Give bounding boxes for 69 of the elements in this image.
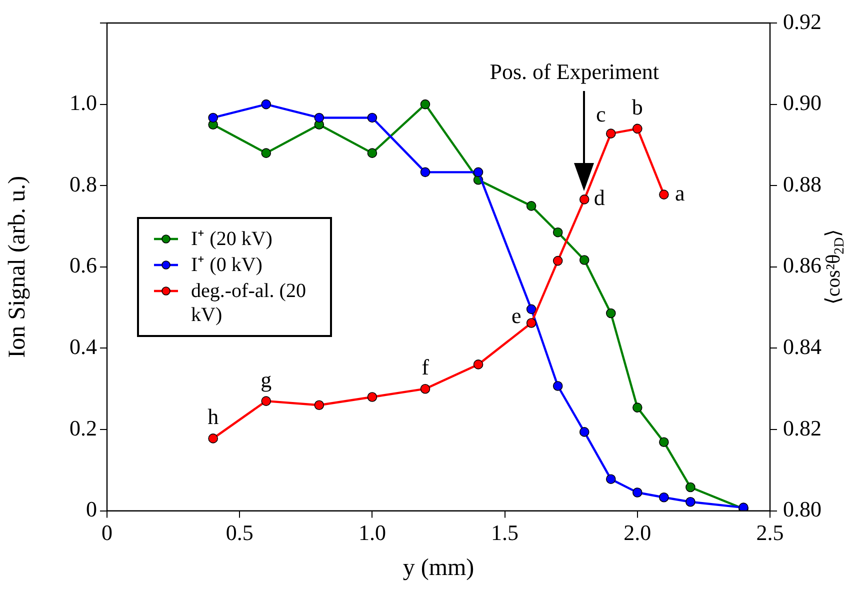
annotation: b — [632, 94, 643, 120]
x-tick-label: 0 — [102, 520, 112, 545]
y2-tick-label: 0.92 — [783, 8, 822, 34]
point — [261, 148, 272, 158]
annotation: a — [675, 180, 686, 206]
point — [606, 308, 616, 318]
legend-label: I⁺ (20 kV) — [191, 226, 272, 251]
y-tick-label: 0.8 — [70, 171, 97, 196]
point — [420, 167, 430, 178]
annotation: d — [594, 185, 605, 210]
y-tick-label: 0.2 — [70, 415, 97, 440]
legend-label: I⁺ (0 kV) — [191, 252, 262, 277]
point — [367, 148, 378, 158]
point — [579, 194, 590, 204]
y2-tick-label: 0.82 — [783, 415, 822, 440]
x-tick-label: 2.0 — [624, 520, 652, 545]
point — [420, 384, 430, 394]
point — [659, 437, 669, 447]
point — [208, 434, 218, 444]
point — [473, 360, 484, 370]
y-tick-label: 0.4 — [70, 334, 97, 359]
point — [526, 201, 536, 211]
point — [314, 400, 324, 410]
y2-tick-label: 0.86 — [783, 252, 822, 278]
point — [659, 190, 669, 200]
x-tick-label: 1.0 — [358, 520, 386, 545]
x-axis-title: y (mm) — [402, 554, 474, 581]
point — [473, 167, 484, 178]
point — [526, 304, 536, 314]
annotation: e — [511, 302, 522, 328]
x-tick-label: 0.5 — [226, 520, 254, 545]
point — [261, 396, 272, 406]
annotation: Pos. of Experiment — [490, 59, 659, 84]
point — [632, 124, 642, 134]
y2-tick-label: 0.90 — [783, 90, 822, 116]
point — [632, 488, 642, 498]
y-tick-label: 1.0 — [70, 90, 97, 116]
annotation: f — [422, 354, 430, 380]
point — [552, 381, 563, 391]
point — [420, 99, 430, 110]
point — [579, 255, 590, 265]
y2-tick-label: 0.84 — [783, 334, 822, 359]
point — [606, 128, 616, 138]
x-tick-label: 1.5 — [491, 520, 519, 545]
point — [314, 112, 324, 123]
annotation: c — [596, 101, 606, 126]
y-tick-label: 0.6 — [70, 252, 97, 278]
point — [367, 392, 378, 402]
point — [526, 318, 536, 328]
point — [686, 482, 696, 492]
x-tick-label: 2.5 — [756, 520, 784, 545]
y-tick-label: 0 — [86, 496, 97, 522]
point — [579, 427, 590, 437]
y2-axis-title: ⟨cos²θ2D⟩ — [822, 229, 848, 305]
point — [552, 256, 563, 266]
y2-tick-label: 0.80 — [783, 496, 822, 522]
point — [552, 227, 563, 238]
annotation: g — [260, 366, 272, 392]
point — [261, 99, 272, 110]
point — [208, 112, 218, 123]
point — [686, 496, 696, 507]
point — [367, 112, 378, 123]
point — [632, 402, 642, 412]
point — [606, 474, 616, 484]
y2-tick-label: 0.88 — [783, 171, 822, 196]
point — [659, 492, 669, 502]
annotation: h — [208, 404, 219, 430]
legend-label: deg.-of-al. (20 kV) — [191, 278, 307, 327]
y-axis-title: Ion Signal (arb. u.) — [4, 176, 31, 358]
